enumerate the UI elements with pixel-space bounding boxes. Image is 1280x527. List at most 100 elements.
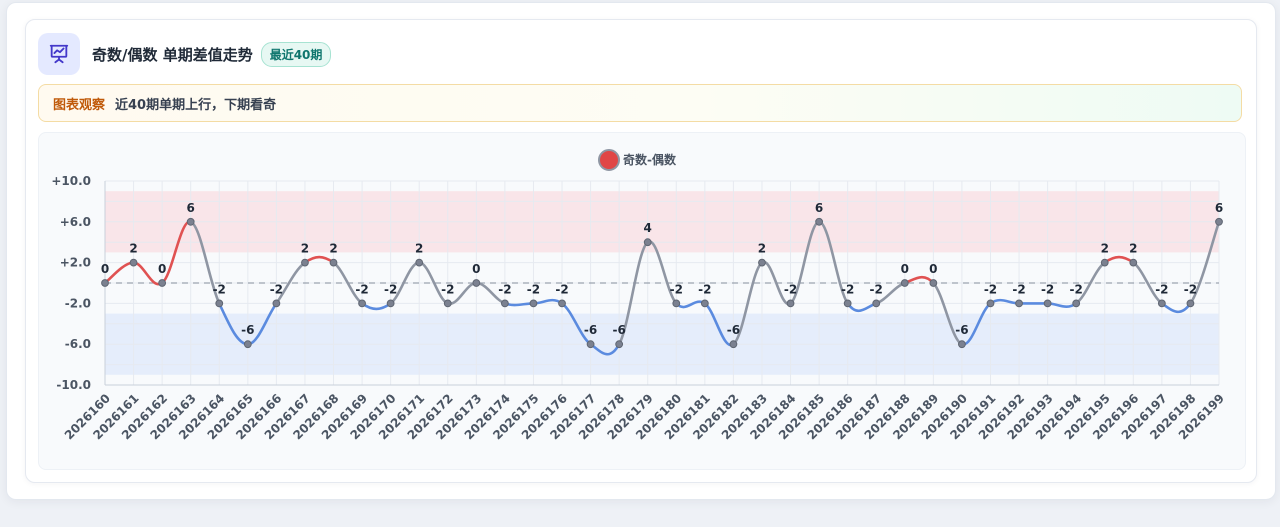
data-point — [643, 238, 652, 247]
data-label: -2 — [670, 282, 683, 296]
data-label: -2 — [784, 282, 797, 296]
data-point — [558, 299, 566, 308]
observation-text: 近40期单期上行，下期看奇 — [115, 97, 277, 113]
data-point — [158, 279, 167, 287]
data-point — [415, 258, 424, 267]
chart-presentation-icon — [38, 33, 80, 75]
y-tick-label: +2.0 — [60, 256, 91, 270]
data-point — [758, 258, 766, 267]
data-point — [1043, 299, 1052, 308]
data-label: -2 — [498, 282, 511, 296]
data-point — [1215, 217, 1223, 226]
data-point — [1129, 258, 1138, 267]
data-point — [958, 340, 966, 349]
series-line-segment — [189, 220, 221, 305]
legend-marker — [598, 149, 620, 171]
data-label: -2 — [355, 282, 368, 296]
data-point — [586, 340, 595, 349]
chart-title: 奇数/偶数 单期差值走势 — [92, 45, 253, 64]
series-line-segment — [1103, 255, 1135, 264]
data-label: -2 — [1012, 282, 1025, 296]
data-label: -2 — [1155, 282, 1168, 296]
data-point — [872, 299, 881, 308]
card-header: 奇数/偶数 单期差值走势 最近40期 — [38, 32, 332, 76]
data-label: 2 — [129, 242, 137, 256]
series-line-segment — [1160, 302, 1192, 314]
data-label: 0 — [158, 262, 166, 276]
data-label: -2 — [270, 282, 283, 296]
data-label: -2 — [984, 282, 997, 296]
data-point — [729, 340, 738, 349]
data-point — [986, 299, 995, 308]
data-label: -6 — [241, 323, 254, 337]
series-line-segment — [674, 300, 707, 309]
data-point — [843, 299, 852, 308]
data-point — [929, 279, 938, 287]
data-point — [1100, 258, 1109, 267]
data-point — [500, 299, 509, 308]
data-label: 2 — [1129, 242, 1137, 256]
data-label: 6 — [815, 201, 823, 215]
series-line-segment — [503, 302, 535, 307]
y-tick-label: -6.0 — [65, 337, 91, 351]
observation-label: 图表观察 — [53, 97, 106, 113]
data-point — [386, 299, 395, 308]
y-tick-label: -10.0 — [56, 378, 91, 392]
data-label: -6 — [584, 323, 597, 337]
data-point — [472, 279, 481, 287]
data-point — [1157, 299, 1166, 308]
observation-banner: 图表观察 近40期单期上行，下期看奇 — [38, 84, 1242, 122]
data-label: 2 — [329, 242, 337, 256]
page-container: 奇数/偶数 单期差值走势 最近40期 图表观察 近40期单期上行，下期看奇 +1… — [6, 2, 1276, 500]
data-point — [272, 299, 281, 308]
data-label: -2 — [870, 282, 883, 296]
series-line-segment — [103, 261, 135, 285]
data-point — [186, 217, 195, 226]
data-label: -2 — [698, 282, 711, 296]
data-label: 0 — [901, 262, 909, 276]
data-label: 0 — [472, 262, 480, 276]
data-label: -2 — [1041, 282, 1054, 296]
y-tick-label: -2.0 — [65, 296, 91, 310]
data-point — [672, 299, 681, 308]
y-tick-label: +6.0 — [60, 215, 91, 229]
data-point — [615, 340, 624, 349]
data-point — [1015, 299, 1023, 308]
data-label: 2 — [415, 242, 423, 256]
data-point — [358, 299, 366, 308]
data-label: 2 — [301, 242, 309, 256]
data-label: 2 — [1101, 242, 1109, 256]
period-badge: 最近40期 — [260, 41, 332, 67]
y-tick-label: +10.0 — [51, 174, 91, 188]
series-line-segment — [903, 275, 935, 285]
data-point — [443, 299, 452, 308]
data-label: -2 — [213, 282, 226, 296]
data-point — [786, 299, 795, 308]
data-point — [129, 258, 138, 267]
data-label: 0 — [929, 262, 937, 276]
data-label: -2 — [1184, 282, 1197, 296]
data-point — [243, 340, 252, 349]
chart-area: +10.0 +6.0 +2.0 -2.0 -6.0 -10.0 2026160 2026161… — [38, 132, 1246, 470]
series-line-segment — [732, 261, 764, 346]
data-label: 6 — [1215, 201, 1223, 215]
data-label: -6 — [727, 323, 740, 337]
data-label: -2 — [841, 282, 854, 296]
series-line-segment — [360, 302, 392, 311]
data-point — [301, 258, 309, 267]
data-point — [1072, 299, 1081, 308]
data-point — [529, 299, 538, 308]
chart-card: 奇数/偶数 单期差值走势 最近40期 图表观察 近40期单期上行，下期看奇 +1… — [25, 19, 1257, 483]
data-label: -2 — [555, 282, 568, 296]
data-label: -2 — [441, 282, 454, 296]
data-label: 4 — [644, 221, 652, 235]
series-line-segment — [617, 240, 650, 346]
legend-label: 奇数-偶数 — [623, 152, 677, 167]
data-point — [815, 217, 824, 226]
data-label: 0 — [101, 262, 109, 276]
data-label: -6 — [955, 323, 968, 337]
data-label: -6 — [612, 323, 625, 337]
series-line-segment — [303, 255, 335, 264]
data-point — [1186, 299, 1195, 308]
data-point — [215, 299, 224, 308]
